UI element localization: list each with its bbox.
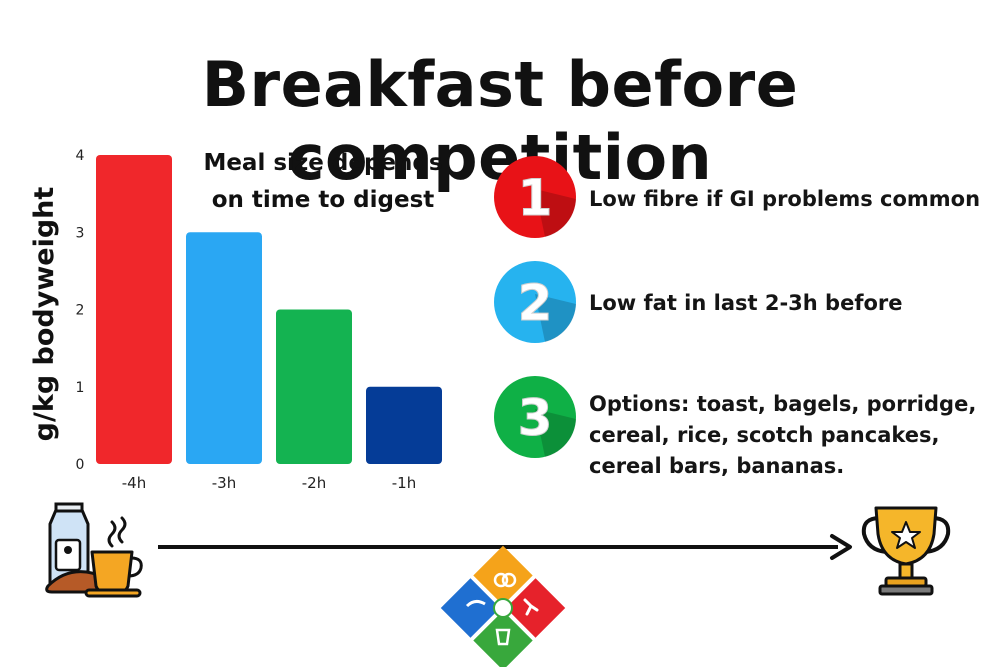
y-axis-label: g/kg bodyweight (29, 187, 60, 442)
y-tick-label: 3 (76, 225, 85, 241)
bar-chart: g/kg bodyweight 0 1 2 3 4 -4h -3h -2h -1h Meal … (29, 148, 443, 492)
badge-number: 2 (518, 274, 553, 332)
badge-number: 3 (518, 389, 553, 447)
x-tick-label: -2h (302, 474, 326, 492)
number-badge-3: 3 (494, 376, 576, 458)
trophy-icon (861, 506, 951, 596)
y-ticks: 0 1 2 3 4 (76, 148, 85, 473)
bar-3 (276, 309, 352, 464)
x-tick-label: -3h (212, 474, 236, 492)
bars (96, 155, 442, 464)
badge-number: 1 (518, 169, 553, 227)
x-ticks: -4h -3h -2h -1h (122, 474, 416, 492)
tip-badges: 1 2 3 (494, 156, 576, 458)
page-title: Breakfast before competition (201, 48, 799, 194)
number-badge-2: 2 (494, 261, 576, 343)
bar-4 (366, 386, 442, 464)
x-tick-label: -1h (392, 474, 416, 492)
y-tick-label: 0 (76, 457, 85, 473)
x-tick-label: -4h (122, 474, 146, 492)
sports-logo (440, 545, 566, 667)
y-tick-label: 2 (76, 303, 85, 319)
number-badge-1: 1 (494, 156, 576, 238)
chart-annotation-line2: on time to digest (212, 187, 435, 213)
chart-annotation-line1: Meal size depends (203, 150, 442, 176)
breakfast-icon (45, 502, 143, 598)
y-tick-label: 4 (76, 148, 85, 164)
timeline-arrow (158, 534, 852, 560)
y-tick-label: 1 (76, 380, 85, 396)
bar-1 (96, 155, 172, 464)
bar-2 (186, 232, 262, 464)
